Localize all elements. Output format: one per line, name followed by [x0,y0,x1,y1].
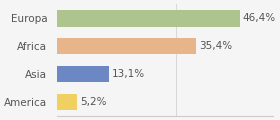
Text: 13,1%: 13,1% [112,69,145,79]
Text: 46,4%: 46,4% [243,13,276,23]
Text: 35,4%: 35,4% [199,41,233,51]
Bar [57,66,109,82]
Bar [57,10,240,27]
Bar [57,93,78,110]
Text: 5,2%: 5,2% [81,97,107,107]
Bar [57,38,196,54]
